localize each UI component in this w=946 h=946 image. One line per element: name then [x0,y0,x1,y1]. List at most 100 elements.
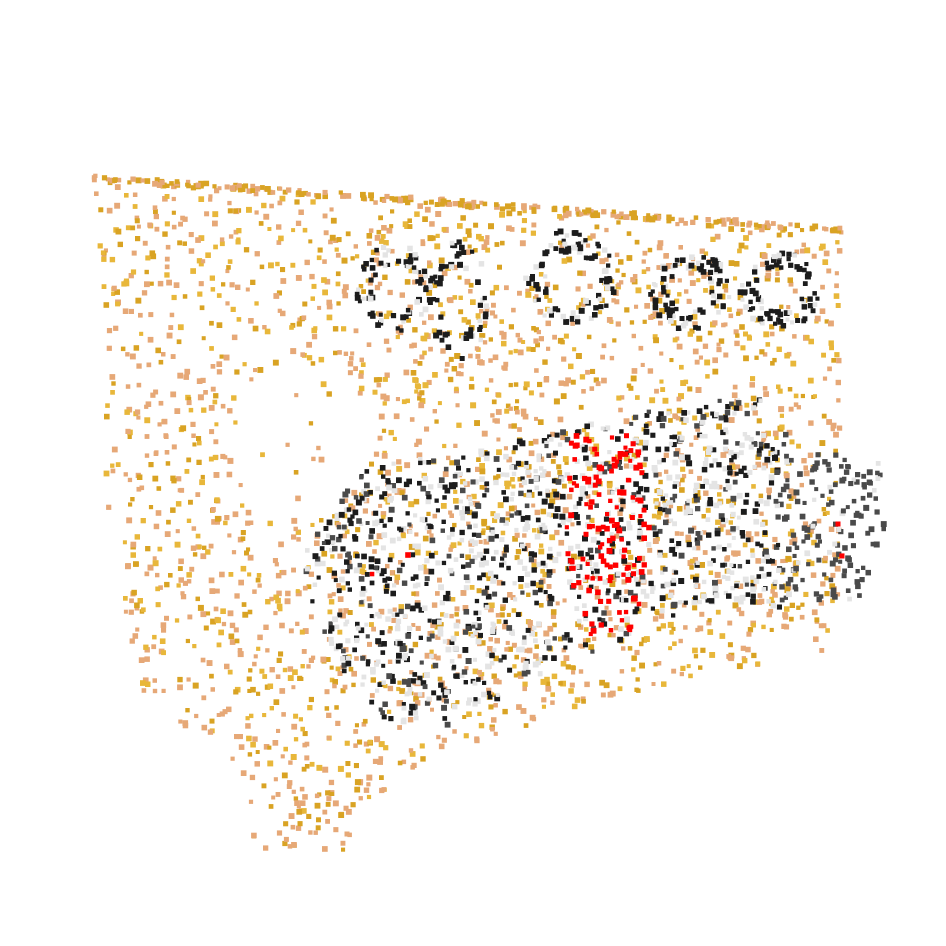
cloud-point [200,553,207,560]
cloud-point [592,446,598,452]
cloud-point [814,315,821,322]
cloud-point [672,521,677,527]
cloud-point [630,571,636,577]
cloud-point [378,312,383,317]
cloud-point [468,353,473,359]
cloud-point [828,320,834,327]
cloud-point [681,410,687,416]
cloud-point [654,504,660,510]
cloud-point [842,545,848,551]
cloud-point [354,637,360,644]
cloud-point [447,202,453,207]
cloud-point [398,604,405,610]
cloud-point [739,442,745,448]
cloud-point [508,406,513,411]
cloud-point [761,253,768,260]
cloud-point [588,644,595,650]
cloud-point [287,675,294,681]
cloud-point [343,608,349,614]
cloud-point [379,238,385,244]
cloud-point [245,509,252,516]
cloud-point [621,572,626,577]
cloud-point [588,632,593,637]
cloud-point [675,474,681,480]
cloud-point [352,509,359,516]
cloud-point [161,650,166,656]
cloud-point [523,463,529,469]
cloud-point [552,284,559,291]
cloud-point [590,212,597,219]
cloud-point [776,317,781,322]
cloud-point [725,484,732,491]
cloud-point [578,669,584,674]
cloud-point [409,751,416,757]
cloud-point [584,502,589,507]
cloud-point [537,309,544,315]
cloud-point [657,506,663,512]
cloud-point [229,185,236,191]
cloud-point [614,522,620,528]
cloud-point [692,321,698,327]
cloud-point [833,431,839,438]
cloud-point [737,583,744,589]
cloud-point [377,642,383,647]
cloud-point [392,436,397,441]
cloud-point [750,577,756,584]
cloud-point [717,398,722,403]
cloud-point [634,606,640,612]
cloud-point [621,646,626,651]
cloud-point [535,286,541,292]
cloud-point [779,413,784,418]
cloud-point [821,507,827,512]
cloud-point [539,603,544,608]
cloud-point [357,739,363,745]
cloud-point [631,512,636,517]
cloud-point [296,804,301,809]
cloud-point [845,505,850,510]
cloud-point [461,201,467,207]
cloud-point [171,224,177,230]
cloud-point [177,240,183,246]
cloud-point [564,472,571,478]
cloud-point [786,256,791,262]
cloud-point [459,198,465,204]
cloud-point [504,647,509,652]
cloud-point [610,535,616,541]
cloud-point [297,675,303,681]
cloud-point [528,557,534,563]
cloud-point [480,297,485,302]
cloud-point [524,571,531,577]
cloud-point [373,451,380,457]
cloud-point [294,393,299,398]
cloud-point [322,289,328,296]
cloud-point [515,549,522,555]
cloud-point [457,654,462,659]
cloud-point [703,479,709,485]
cloud-point [396,477,402,484]
cloud-point [551,568,556,574]
cloud-point [472,500,477,506]
cloud-point [370,677,376,683]
cloud-point [111,291,116,296]
cloud-point [708,598,715,604]
cloud-point [739,530,745,536]
cloud-point [666,218,672,224]
cloud-point [224,663,230,670]
cloud-point [646,541,652,547]
cloud-point [426,494,431,500]
cloud-point [190,421,196,427]
cloud-point [589,499,595,505]
cloud-point [427,300,433,305]
cloud-point [669,300,675,307]
cloud-point [615,436,621,442]
cloud-point [814,487,819,492]
cloud-point [751,652,757,659]
cloud-point [686,460,693,467]
cloud-point [761,587,767,592]
cloud-point [486,687,492,693]
cloud-point [180,594,187,600]
cloud-point [518,673,524,679]
cloud-point [426,636,432,642]
cloud-point [279,195,286,202]
